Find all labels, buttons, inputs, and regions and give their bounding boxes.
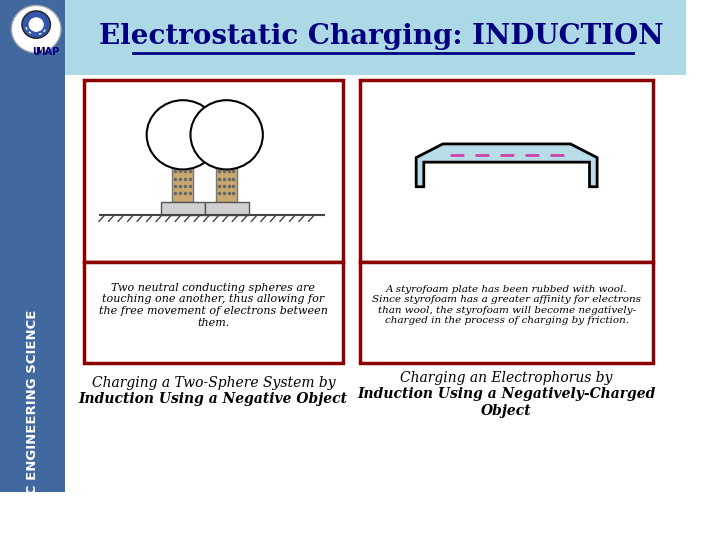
Text: BASIC ENGINEERING SCIENCE: BASIC ENGINEERING SCIENCE <box>26 309 39 529</box>
Text: MAP: MAP <box>35 47 60 57</box>
Text: Electrostatic Charging: INDUCTION: Electrostatic Charging: INDUCTION <box>99 23 663 50</box>
FancyBboxPatch shape <box>172 167 194 202</box>
Text: Object: Object <box>482 404 532 418</box>
FancyBboxPatch shape <box>161 202 204 215</box>
FancyBboxPatch shape <box>0 0 65 492</box>
Circle shape <box>29 17 44 32</box>
Circle shape <box>12 5 61 53</box>
FancyBboxPatch shape <box>84 262 343 362</box>
Circle shape <box>147 100 219 170</box>
Text: Charging a Two-Sphere System by: Charging a Two-Sphere System by <box>91 376 335 389</box>
FancyBboxPatch shape <box>360 80 653 262</box>
FancyBboxPatch shape <box>204 202 248 215</box>
FancyBboxPatch shape <box>360 262 653 362</box>
Text: Charging an Electrophorus by: Charging an Electrophorus by <box>400 371 613 385</box>
Text: U: U <box>32 47 40 57</box>
FancyBboxPatch shape <box>0 0 685 75</box>
Text: A styrofoam plate has been rubbed with wool.
Since styrofoam has a greater affin: A styrofoam plate has been rubbed with w… <box>372 285 641 325</box>
Circle shape <box>191 100 263 170</box>
Text: Two neutral conducting spheres are
touching one another, thus allowing for
the f: Two neutral conducting spheres are touch… <box>99 283 328 328</box>
FancyBboxPatch shape <box>216 167 237 202</box>
Circle shape <box>22 11 50 38</box>
Text: i: i <box>41 45 43 55</box>
Text: Induction Using a Negative Object: Induction Using a Negative Object <box>78 392 348 406</box>
Text: Induction Using a Negatively-Charged: Induction Using a Negatively-Charged <box>357 387 656 401</box>
Polygon shape <box>416 144 597 187</box>
FancyBboxPatch shape <box>84 80 343 262</box>
